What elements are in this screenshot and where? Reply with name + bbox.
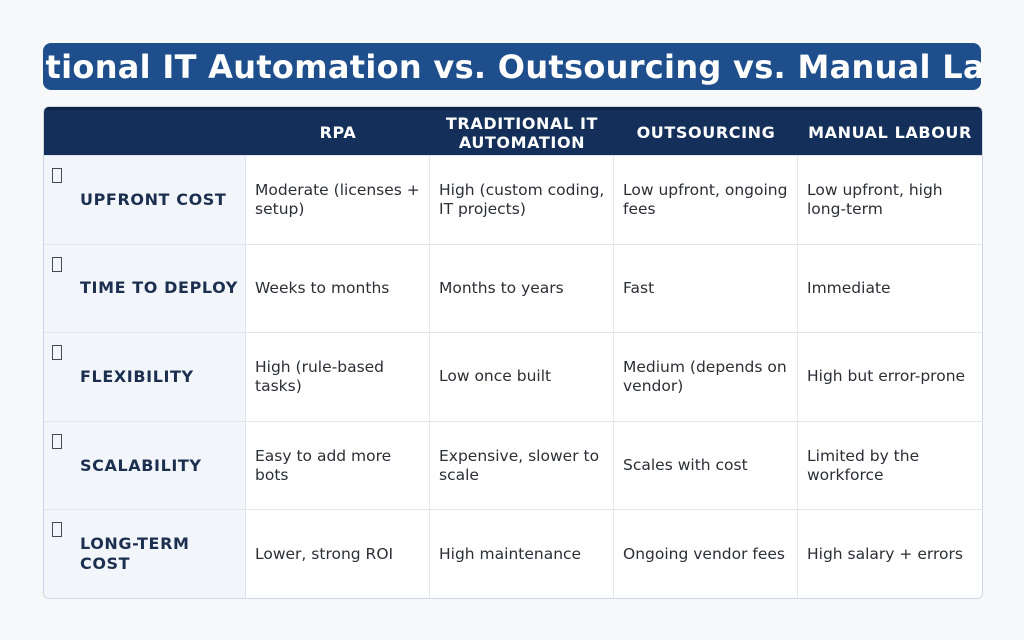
table-cell: Low upfront, high long-term (807, 180, 943, 218)
table-row: Long-Term Cost Lower, strong ROI High ma… (44, 509, 982, 598)
table-cell: Lower, strong ROI (246, 510, 430, 598)
row-header: Flexibility (44, 333, 246, 421)
header-corner (44, 110, 246, 155)
table-cell: Low upfront, ongoing fees (614, 156, 798, 244)
comparison-table: RPA Traditional IT Automation Outsourcin… (43, 106, 983, 599)
table-cell: Easy to add more bots (246, 421, 430, 510)
row-header: Time to Deploy (44, 244, 246, 333)
table-cell: Fast (614, 244, 798, 333)
table-cell: Medium (depends on vendor) (614, 333, 798, 421)
header-rpa: RPA (319, 123, 357, 142)
header-manual-labour: Manual Labour (808, 123, 972, 142)
placeholder-icon (52, 522, 62, 538)
table-row: Scalability Easy to add more bots Expens… (44, 420, 982, 510)
table-row: Upfront Cost Moderate (licenses + setup)… (44, 155, 982, 244)
table-header-row: RPA Traditional IT Automation Outsourcin… (44, 107, 982, 155)
title-banner: Traditional IT Automation vs. Outsourcin… (43, 43, 981, 90)
table-cell: High (custom coding, IT projects) (430, 156, 614, 244)
table-cell: Moderate (licenses + setup) (246, 156, 430, 244)
table-cell: Months to years (430, 244, 614, 333)
table-cell: Immediate (807, 278, 891, 297)
placeholder-icon (52, 345, 62, 361)
table-row: Time to Deploy Weeks to months Months to… (44, 243, 982, 333)
row-label: Upfront Cost (80, 189, 227, 209)
table-cell: Weeks to months (246, 244, 430, 333)
table-cell: High maintenance (430, 510, 614, 598)
header-traditional-it: Traditional IT Automation (445, 113, 599, 152)
row-label: Long-Term Cost (80, 534, 190, 574)
table-cell: Ongoing vendor fees (614, 510, 798, 598)
row-label: Flexibility (80, 366, 194, 386)
row-header: Long-Term Cost (44, 510, 246, 598)
page-title: Traditional IT Automation vs. Outsourcin… (43, 47, 981, 86)
table-cell: High but error-prone (807, 367, 966, 386)
table-cell: Limited by the workforce (807, 446, 920, 484)
row-header: Scalability (44, 421, 246, 510)
row-label: Scalability (80, 455, 202, 475)
table-cell: High salary + errors (807, 544, 963, 563)
header-outsourcing: Outsourcing (636, 123, 776, 142)
placeholder-icon (52, 433, 62, 449)
row-header: Upfront Cost (44, 156, 246, 244)
row-label: Time to Deploy (80, 278, 238, 298)
table-row: Flexibility High (rule-based tasks) Low … (44, 332, 982, 421)
table-cell: High (rule-based tasks) (246, 333, 430, 421)
placeholder-icon (52, 256, 62, 272)
table-cell: Scales with cost (614, 421, 798, 510)
placeholder-icon (52, 168, 62, 183)
table-cell: Expensive, slower to scale (430, 421, 614, 510)
table-cell: Low once built (430, 333, 614, 421)
